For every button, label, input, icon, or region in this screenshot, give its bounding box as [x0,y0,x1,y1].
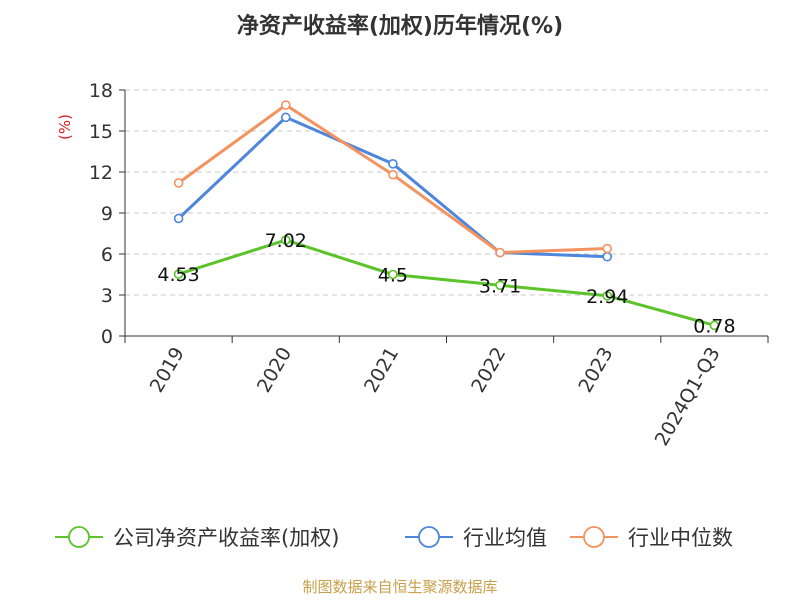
y-tick-label: 6 [101,244,113,266]
legend-swatch-marker [418,526,440,548]
data-point [388,159,398,169]
x-tick-label: 2022 [467,344,510,397]
data-label: 3.71 [479,275,521,297]
legend-label: 行业均值 [463,526,547,550]
chart-title: 净资产收益率(加权)历年情况(%) [237,13,563,39]
data-point [602,291,613,301]
legend-label: 公司净资产收益率(加权) [113,526,339,550]
y-tick-label: 0 [101,326,113,348]
data-point [495,247,505,258]
x-tick-label: 2024Q1-Q3 [651,344,725,450]
legend-swatch-marker [583,526,605,548]
source-note: 制图数据来自恒生聚源数据库 [302,578,497,596]
legend[interactable]: 公司净资产收益率(加权) 行业均值 行业中位数 [55,526,733,550]
y-tick-label: 3 [101,285,113,307]
data-label: 4.5 [378,265,408,287]
data-label: 0.78 [693,315,735,337]
data-label: 4.53 [157,264,199,286]
data-point [388,269,398,280]
data-point [280,100,291,110]
data-label: 2.94 [586,286,628,308]
y-tick-label: 9 [101,203,113,225]
data-point [709,320,720,331]
data-point [602,243,613,254]
series-line [178,238,715,327]
data-point [173,269,184,279]
data-point [388,169,398,180]
legend-item[interactable]: 行业均值 [405,526,547,550]
data-point [173,213,184,224]
legend-item[interactable]: 行业中位数 [570,526,733,550]
data-point [602,251,613,262]
series-line [177,115,608,259]
y-tick-label: 15 [89,121,113,143]
data-labels: 4.53 7.02 4.5 3.71 2.94 0.78 [157,230,735,337]
x-tick-label: 2023 [574,344,617,397]
data-label: 7.02 [265,230,307,252]
data-point [495,280,505,291]
y-tick-label: 18 [89,80,113,102]
data-point [173,178,184,188]
y-tick-label: 12 [89,162,113,184]
grid [125,89,768,296]
legend-label: 行业中位数 [628,526,733,550]
y-axis-label: (%) [56,114,74,140]
x-tick-label: 2021 [360,344,403,397]
legend-item[interactable]: 公司净资产收益率(加权) [55,526,339,550]
legend-swatch-marker [68,526,90,548]
x-tick-label: 2020 [253,344,296,397]
data-point [280,112,291,123]
x-tick-label: 2019 [146,344,189,397]
series-lines [173,100,720,331]
data-point [280,235,291,245]
